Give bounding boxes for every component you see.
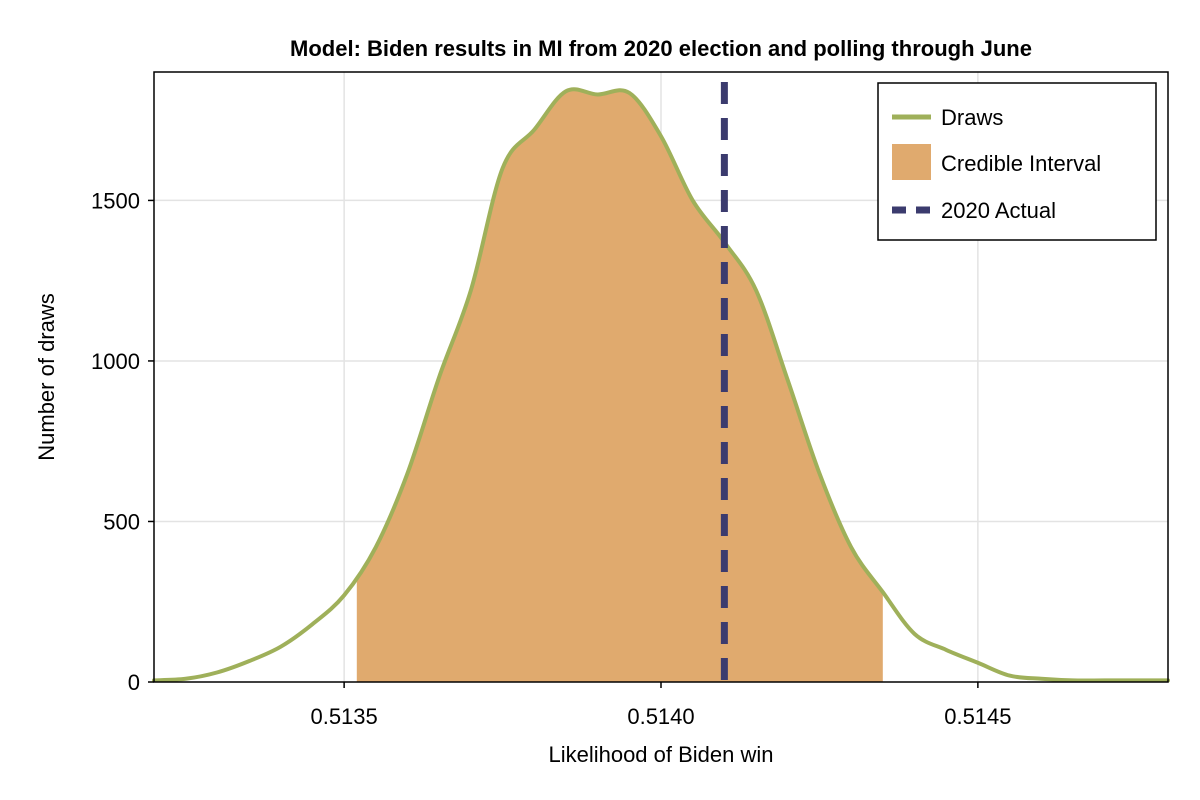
- chart-title: Model: Biden results in MI from 2020 ele…: [290, 36, 1032, 61]
- credible-interval-fill: [356, 89, 883, 683]
- legend-ci-label: Credible Interval: [941, 151, 1101, 176]
- x-tick-label: 0.5140: [627, 704, 694, 729]
- y-axis-label: Number of draws: [34, 293, 59, 461]
- x-axis-label: Likelihood of Biden win: [548, 742, 773, 767]
- y-tick-label: 1500: [91, 188, 140, 213]
- y-tick-label: 500: [103, 509, 140, 534]
- y-tick-label: 1000: [91, 349, 140, 374]
- legend-actual-label: 2020 Actual: [941, 198, 1056, 223]
- y-axis-ticks: 0 500 1000 1500: [91, 188, 154, 695]
- x-tick-label: 0.5145: [944, 704, 1011, 729]
- legend: Draws Credible Interval 2020 Actual: [877, 82, 1157, 241]
- credible-interval-area: [356, 89, 883, 683]
- draws-line-layer: [152, 87, 1170, 683]
- x-axis-ticks: 0.5135 0.5140 0.5145: [310, 682, 1012, 729]
- legend-draws-label: Draws: [941, 105, 1003, 130]
- x-tick-label: 0.5135: [310, 704, 377, 729]
- legend-ci-swatch: [892, 144, 931, 180]
- draws-line: [152, 87, 1170, 683]
- y-tick-label: 0: [128, 670, 140, 695]
